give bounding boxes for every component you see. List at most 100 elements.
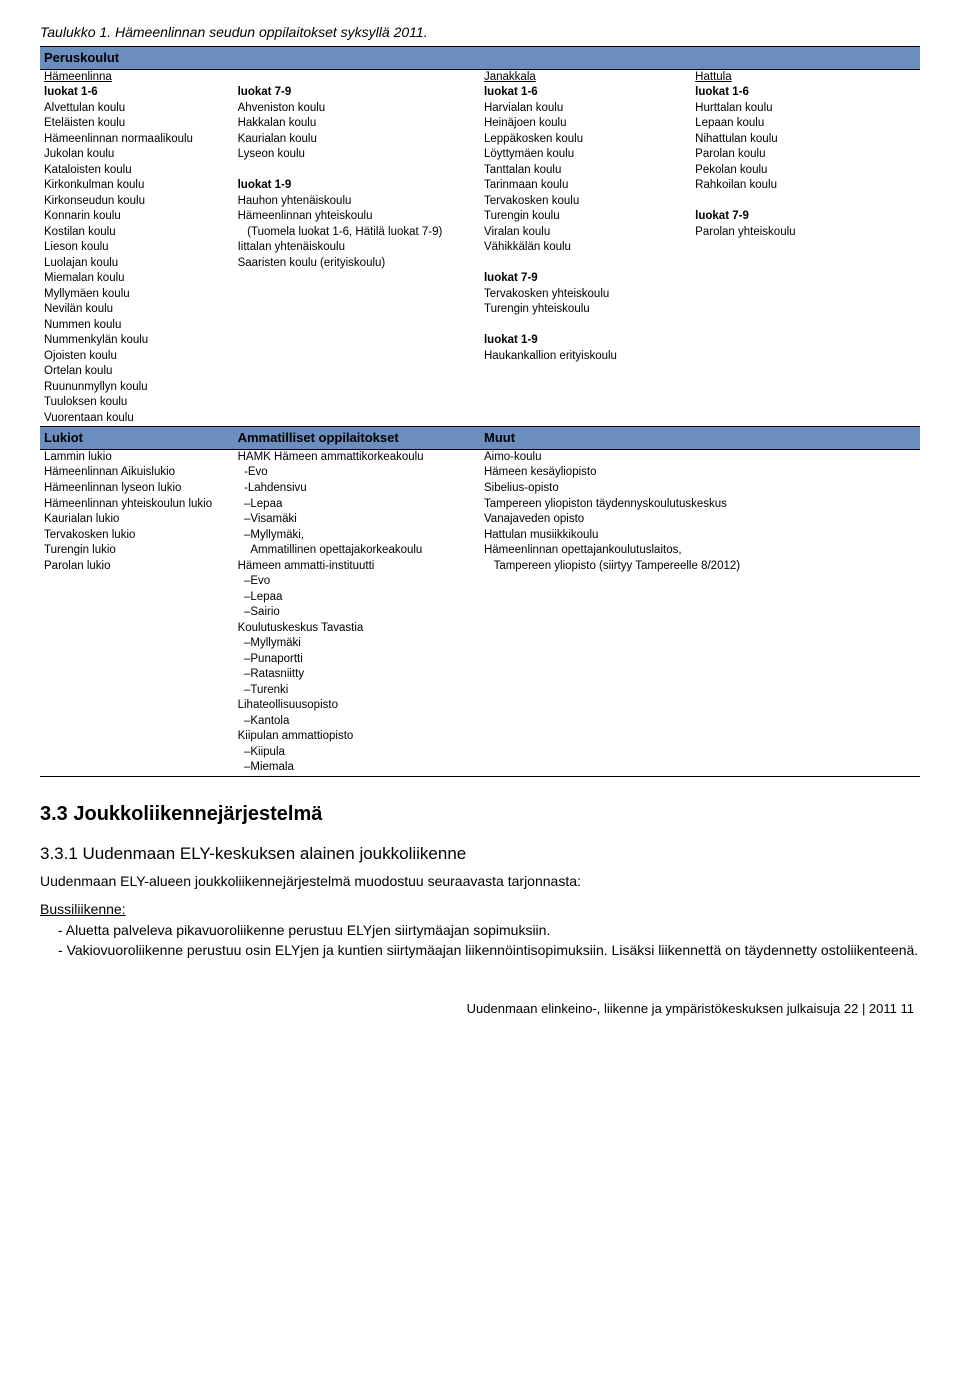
table-cell: Kataloisten koulu (40, 163, 234, 179)
table-cell (234, 349, 480, 365)
table-cell (691, 302, 920, 318)
table-cell: –Lepaa (234, 497, 480, 513)
table-cell: Hämeenlinnan normaalikoulu (40, 132, 234, 148)
table-cell (480, 636, 920, 652)
table-cell: Tanttalan koulu (480, 163, 691, 179)
bullet-list: Aluetta palveleva pikavuoroliikenne peru… (40, 921, 920, 960)
table-cell (480, 760, 920, 776)
table-cell (691, 411, 920, 427)
lower-h2: Ammatilliset oppilaitokset (234, 427, 480, 450)
bullet-heading: Bussiliikenne: (40, 901, 920, 917)
table-cell (480, 574, 920, 590)
table-cell: Tervakosken yhteiskoulu (480, 287, 691, 303)
table-cell: luokat 7-9 (691, 209, 920, 225)
table-cell: Vuorentaan koulu (40, 411, 234, 427)
table-cell: Konnarin koulu (40, 209, 234, 225)
table-cell: luokat 7-9 (234, 85, 480, 101)
table-cell: Rahkoilan koulu (691, 178, 920, 194)
table-cell: –Sairio (234, 605, 480, 621)
table-cell (691, 380, 920, 396)
table-cell (691, 395, 920, 411)
col2-blank (234, 69, 480, 85)
table-cell: Ojoisten koulu (40, 349, 234, 365)
table-cell: Löyttymäen koulu (480, 147, 691, 163)
lower-h1: Lukiot (40, 427, 234, 450)
table-cell (480, 411, 691, 427)
table-cell: Pekolan koulu (691, 163, 920, 179)
table-cell (40, 745, 234, 761)
table-cell (691, 333, 920, 349)
table-cell (40, 698, 234, 714)
table-cell (691, 256, 920, 272)
table-cell: Tuuloksen koulu (40, 395, 234, 411)
table-cell: Hämeenlinnan yhteiskoulu (234, 209, 480, 225)
table-cell: Luolajan koulu (40, 256, 234, 272)
table-cell (480, 380, 691, 396)
table-cell: luokat 1-9 (480, 333, 691, 349)
table-cell: (Tuomela luokat 1-6, Hätilä luokat 7-9) (234, 225, 480, 241)
table-cell (234, 271, 480, 287)
table-cell (480, 652, 920, 668)
table-cell (480, 667, 920, 683)
col3-header: Janakkala (480, 69, 691, 85)
table-cell: Lepaan koulu (691, 116, 920, 132)
table-cell: –Ratasniitty (234, 667, 480, 683)
table-cell (480, 621, 920, 637)
table-cell: luokat 1-9 (234, 178, 480, 194)
table-cell: Parolan yhteiskoulu (691, 225, 920, 241)
table-cell: Turengin lukio (40, 543, 234, 559)
table-cell: Viralan koulu (480, 225, 691, 241)
table-cell: Parolan lukio (40, 559, 234, 575)
table-cell (480, 698, 920, 714)
table-cell (234, 364, 480, 380)
table-cell: Harvialan koulu (480, 101, 691, 117)
table-cell: Saaristen koulu (erityiskoulu) (234, 256, 480, 272)
page-footer: Uudenmaan elinkeino-, liikenne ja ympäri… (40, 1001, 920, 1016)
table-cell (40, 760, 234, 776)
table-cell (40, 590, 234, 606)
table-cell: Tampereen yliopiston täydennyskoulutuske… (480, 497, 920, 513)
table-cell: Kostilan koulu (40, 225, 234, 241)
table-cell: Kiipulan ammattiopisto (234, 729, 480, 745)
table-cell: Hämeen ammatti-instituutti (234, 559, 480, 575)
table-cell: Parolan koulu (691, 147, 920, 163)
table-cell: Ammatillinen opettajakorkeakoulu (234, 543, 480, 559)
table-cell (40, 574, 234, 590)
table-cell: Nevilän koulu (40, 302, 234, 318)
table-cell: luokat 1-6 (691, 85, 920, 101)
table-cell: Sibelius-opisto (480, 481, 920, 497)
table-cell: Haukankallion erityiskoulu (480, 349, 691, 365)
table-cell: –Visamäki (234, 512, 480, 528)
table-cell: Kaurialan lukio (40, 512, 234, 528)
table-cell: Iittalan yhtenäiskoulu (234, 240, 480, 256)
table-cell: Turengin koulu (480, 209, 691, 225)
table-cell: –Myllymäki (234, 636, 480, 652)
table-cell: Hämeenlinnan lyseon lukio (40, 481, 234, 497)
table-cell (691, 318, 920, 334)
table-cell: Turengin yhteiskoulu (480, 302, 691, 318)
table-cell (40, 667, 234, 683)
table-cell (40, 683, 234, 699)
col4-header: Hattula (691, 69, 920, 85)
table-cell (234, 318, 480, 334)
table-cell: Nummenkylän koulu (40, 333, 234, 349)
table-cell (480, 745, 920, 761)
table-cell (234, 395, 480, 411)
table-cell (234, 380, 480, 396)
table-cell (480, 605, 920, 621)
table-cell (234, 333, 480, 349)
table-cell: Lyseon koulu (234, 147, 480, 163)
table-cell: –Evo (234, 574, 480, 590)
table-cell: Hämeenlinnan opettajankoulutuslaitos, (480, 543, 920, 559)
table-cell: Kirkonkulman koulu (40, 178, 234, 194)
table-cell (480, 590, 920, 606)
table-cell (234, 163, 480, 179)
table-cell (480, 395, 691, 411)
table-cell (234, 302, 480, 318)
table-cell (40, 621, 234, 637)
list-item: Aluetta palveleva pikavuoroliikenne peru… (72, 921, 920, 941)
table-cell: -Evo (234, 465, 480, 481)
table-cell: Hämeen kesäyliopisto (480, 465, 920, 481)
table-cell (40, 729, 234, 745)
table-cell: Nummen koulu (40, 318, 234, 334)
